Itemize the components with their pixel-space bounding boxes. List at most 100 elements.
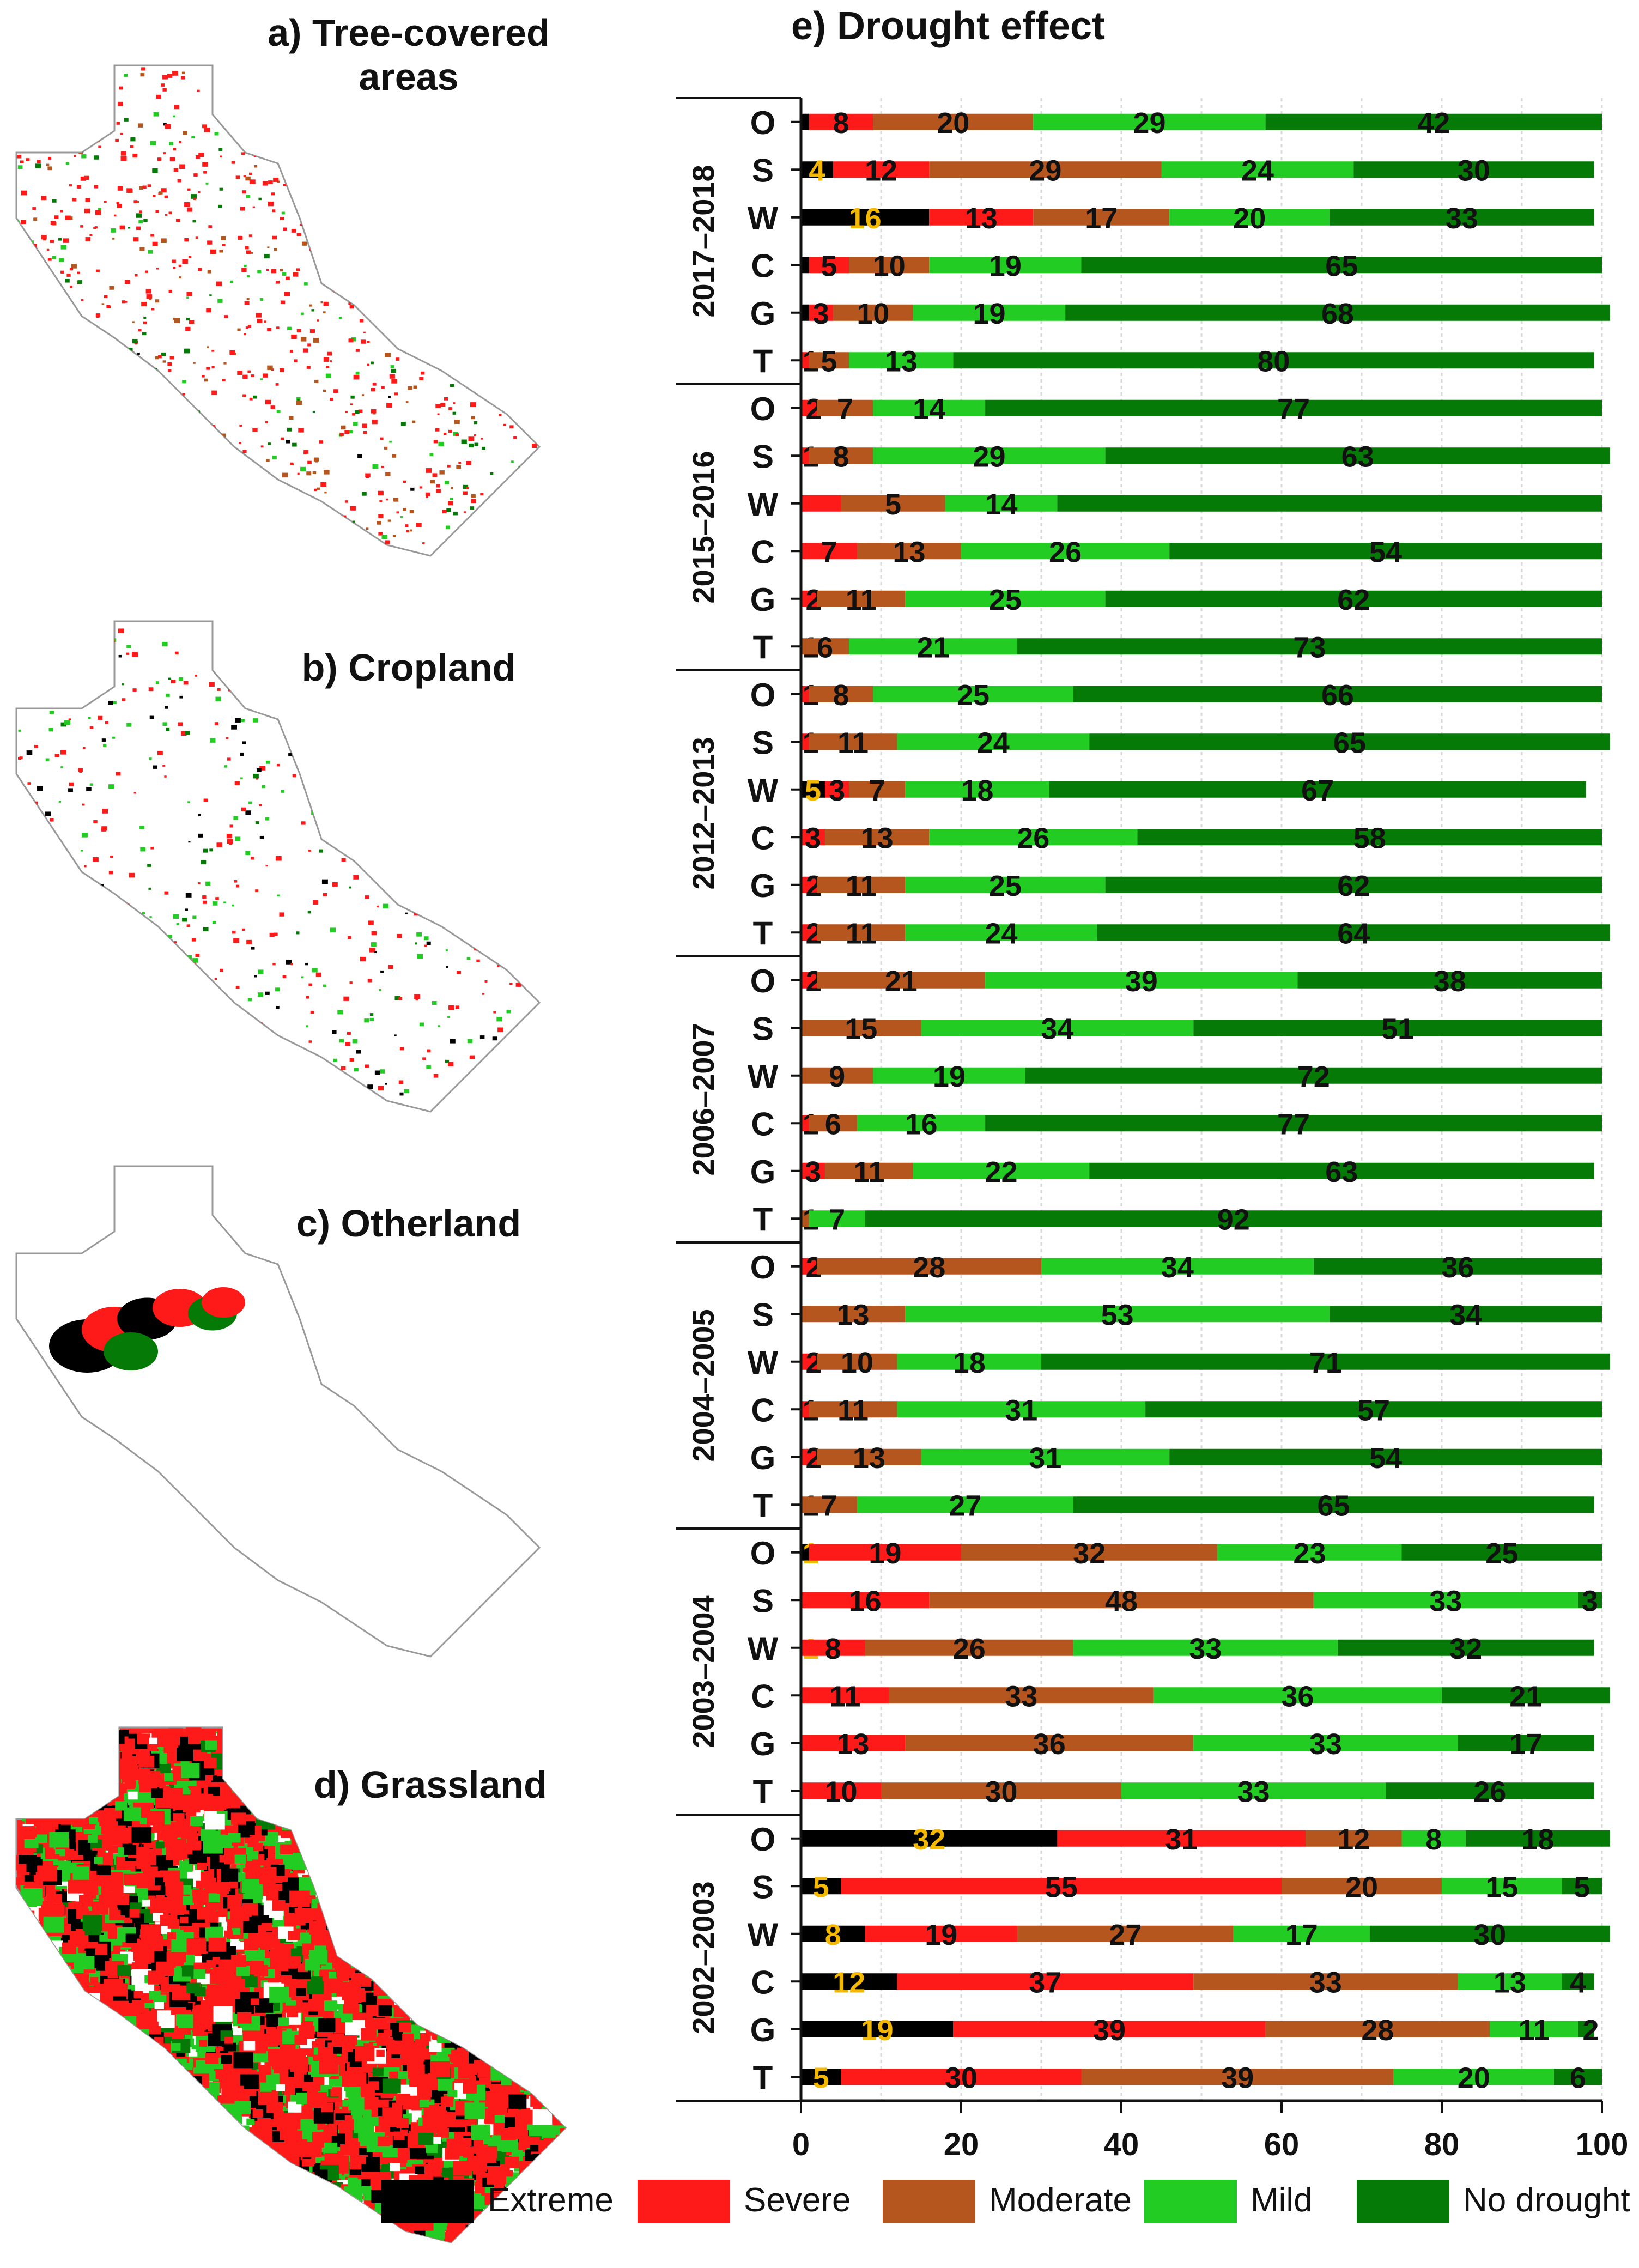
row-label: W bbox=[748, 1917, 779, 1953]
bar-segment-mild bbox=[1217, 1544, 1402, 1561]
row-label: S bbox=[752, 1869, 774, 1905]
bar-segment-extreme bbox=[801, 1544, 809, 1561]
x-tick-label-0: 0 bbox=[792, 2127, 810, 2162]
bar-value-label: 39 bbox=[1093, 2014, 1126, 2047]
bar-value-label: 24 bbox=[985, 917, 1017, 950]
bar-value-label: 6 bbox=[825, 1108, 841, 1141]
bar-value-label: 17 bbox=[1285, 1919, 1318, 1951]
bar-value-label: 14 bbox=[913, 393, 945, 426]
bar-value-label: 65 bbox=[1318, 1489, 1350, 1522]
bar-segment-no-drought bbox=[1025, 1067, 1602, 1084]
bar-segment-moderate bbox=[809, 1115, 857, 1132]
row-label: S bbox=[752, 1296, 774, 1333]
bar-value-label: 80 bbox=[1257, 345, 1290, 378]
group-label-5: 2003–2004 bbox=[686, 1595, 720, 1748]
bar-value-label: 10 bbox=[824, 1775, 857, 1808]
bar-segment-moderate bbox=[881, 1782, 1121, 1799]
bar-value-label: 20 bbox=[937, 107, 969, 140]
bar-segment-extreme bbox=[801, 1830, 1058, 1847]
bar-segment-mild bbox=[929, 257, 1082, 274]
bar-segment-severe bbox=[801, 1639, 865, 1656]
bar-value-label: 12 bbox=[865, 154, 897, 187]
bar-value-label: 13 bbox=[885, 345, 918, 378]
bar-segment-mild bbox=[929, 829, 1138, 846]
bar-segment-moderate bbox=[817, 1448, 921, 1465]
bar-segment-extreme bbox=[801, 2069, 841, 2085]
bar-value-label: 24 bbox=[1241, 154, 1274, 187]
bar-value-label: 31 bbox=[1029, 1442, 1061, 1475]
bar-segment-mild bbox=[1169, 209, 1330, 226]
bar-value-label: 39 bbox=[1125, 965, 1158, 998]
bar-value-label: 7 bbox=[821, 1489, 837, 1522]
group-label-1: 2015–2016 bbox=[686, 451, 720, 603]
bar-value-label: 92 bbox=[1217, 1203, 1250, 1236]
bar-value-label: 26 bbox=[1473, 1775, 1506, 1808]
bar-segment-extreme bbox=[801, 1878, 841, 1895]
row-label: W bbox=[748, 1344, 779, 1381]
row-label: T bbox=[753, 1487, 773, 1524]
bar-segment-no-drought bbox=[985, 1115, 1602, 1132]
bar-value-label: 33 bbox=[1189, 1633, 1222, 1665]
bar-value-label: 16 bbox=[905, 1108, 937, 1141]
bar-segment-no-drought bbox=[1577, 2021, 1594, 2037]
bar-value-label: 16 bbox=[849, 1585, 882, 1617]
group-label-3: 2006–2007 bbox=[686, 1023, 720, 1175]
bar-value-label: 5 bbox=[821, 250, 837, 282]
row-label: T bbox=[753, 1201, 773, 1238]
group-label-4: 2004–2005 bbox=[686, 1309, 720, 1462]
bar-segment-mild bbox=[961, 543, 1170, 560]
bar-value-label: 8 bbox=[825, 1633, 841, 1665]
bar-segment-mild bbox=[1442, 1878, 1562, 1895]
bar-segment-moderate bbox=[841, 495, 945, 512]
bar-segment-no-drought bbox=[1089, 733, 1610, 750]
bar-segment-severe bbox=[809, 113, 873, 130]
bar-segment-no-drought bbox=[1105, 590, 1602, 607]
row-label: O bbox=[750, 391, 776, 427]
bar-value-label: 3 bbox=[813, 298, 829, 330]
x-tick-label-20: 20 bbox=[944, 2127, 979, 2162]
bar-segment-extreme bbox=[801, 113, 809, 130]
bar-segment-moderate bbox=[801, 1306, 906, 1323]
bar-value-label: 13 bbox=[861, 822, 894, 854]
row-label: C bbox=[751, 1106, 774, 1142]
bar-segment-no-drought bbox=[1105, 876, 1602, 893]
bar-segment-severe bbox=[801, 1448, 817, 1465]
bar-value-label: 5 bbox=[805, 774, 821, 807]
bar-segment-mild bbox=[921, 1020, 1194, 1036]
bar-segment-severe bbox=[897, 1973, 1194, 1990]
bar-segment-extreme bbox=[801, 304, 809, 321]
bar-value-label: 7 bbox=[821, 536, 837, 568]
row-label: G bbox=[750, 868, 776, 904]
bar-segment-mild bbox=[913, 304, 1066, 321]
bar-value-label: 31 bbox=[1165, 1823, 1198, 1856]
bar-value-label: 39 bbox=[1221, 2061, 1254, 2094]
bar-segment-mild bbox=[913, 1162, 1090, 1179]
bar-value-label: 66 bbox=[1321, 679, 1354, 712]
bar-value-label: 2 bbox=[1582, 2014, 1599, 2047]
bar-value-label: 38 bbox=[1434, 965, 1466, 998]
bar-segment-no-drought bbox=[1458, 1735, 1594, 1751]
row-label: C bbox=[751, 1392, 774, 1428]
bar-segment-moderate bbox=[849, 257, 930, 274]
bar-segment-mild bbox=[1193, 1735, 1458, 1751]
row-label: S bbox=[752, 1582, 774, 1619]
bar-value-label: 20 bbox=[1345, 1871, 1378, 1903]
bar-segment-no-drought bbox=[1137, 829, 1602, 846]
bar-value-label: 32 bbox=[913, 1823, 945, 1856]
bar-segment-no-drought bbox=[865, 1210, 1602, 1227]
bar-value-label: 28 bbox=[913, 1251, 945, 1284]
bar-value-label: 11 bbox=[837, 726, 869, 759]
bar-value-label: 5 bbox=[813, 1871, 829, 1903]
bar-segment-mild bbox=[897, 733, 1090, 750]
bar-segment-moderate bbox=[817, 1258, 1041, 1275]
bar-segment-no-drought bbox=[1081, 257, 1602, 274]
legend-swatch-severe bbox=[638, 2180, 730, 2223]
bar-segment-severe bbox=[953, 2021, 1266, 2037]
bar-segment-mild bbox=[985, 972, 1298, 989]
bar-value-label: 5 bbox=[813, 2061, 829, 2094]
bar-segment-moderate bbox=[857, 543, 961, 560]
bar-value-label: 21 bbox=[1509, 1680, 1542, 1713]
bar-segment-mild bbox=[905, 876, 1106, 893]
bar-segment-no-drought bbox=[1265, 113, 1602, 130]
bar-value-label: 19 bbox=[973, 298, 1005, 330]
